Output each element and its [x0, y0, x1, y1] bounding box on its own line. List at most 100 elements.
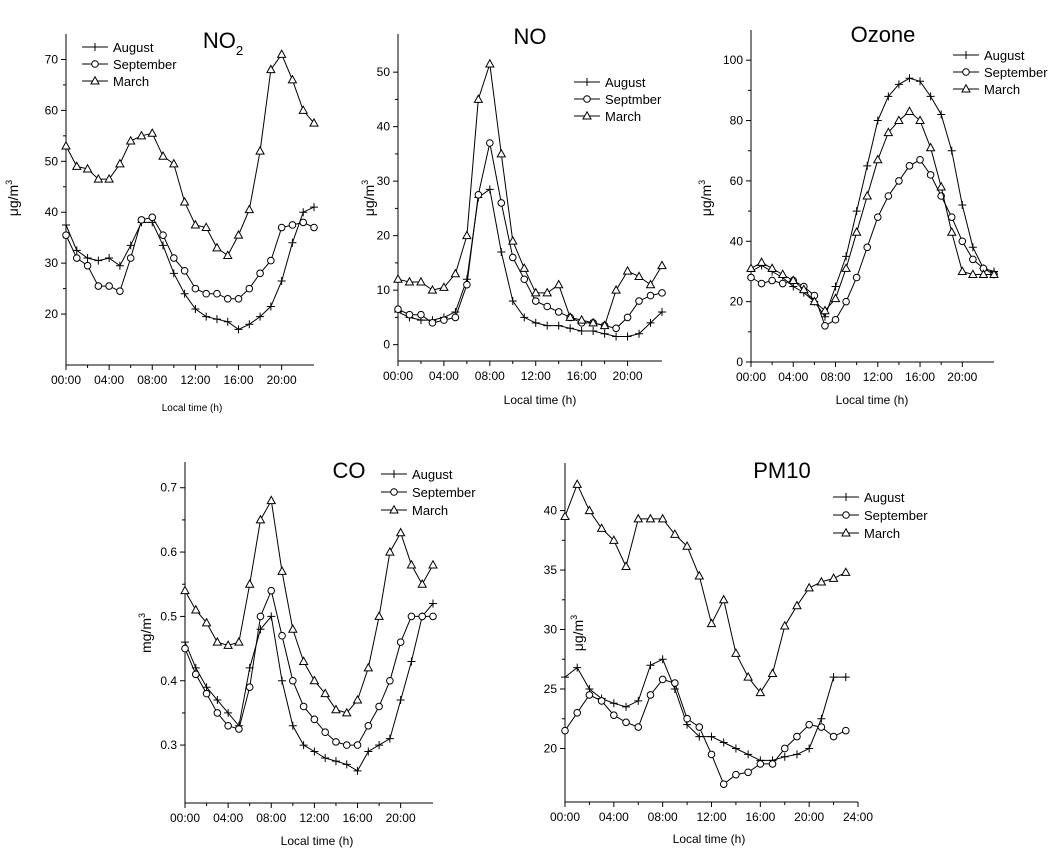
data-point: [609, 699, 618, 708]
x-tick-label: 04:00: [213, 811, 243, 825]
y-tick-label: 60: [730, 174, 744, 188]
data-point: [958, 201, 967, 210]
data-point: [657, 513, 668, 523]
y-tick-label: 50: [45, 154, 59, 168]
data-point: [486, 139, 494, 147]
data-point: [364, 747, 373, 756]
y-tick-label: 40: [730, 234, 744, 248]
chart-title: NO2: [203, 28, 243, 58]
data-point: [862, 190, 873, 200]
data-point: [756, 760, 765, 768]
data-point: [611, 284, 621, 294]
data-point: [884, 92, 893, 101]
data-point: [732, 770, 740, 779]
data-point: [841, 673, 850, 682]
data-point: [406, 559, 417, 569]
data-point: [554, 321, 563, 330]
series-septmber: [394, 139, 666, 333]
data-point: [841, 726, 850, 735]
data-point: [584, 505, 595, 515]
y-tick-label: 30: [377, 174, 391, 188]
data-point: [778, 279, 787, 288]
x-tick-label: 12:00: [863, 370, 893, 384]
data-point: [255, 145, 265, 155]
x-tick-label: 16:00: [343, 811, 373, 825]
data-point: [623, 313, 632, 322]
x-tick-label: 00:00: [170, 811, 200, 825]
x-tick-label: 20:00: [613, 369, 643, 383]
data-point: [125, 135, 136, 145]
data-point: [695, 732, 704, 741]
data-point: [731, 744, 740, 753]
data-point: [573, 708, 582, 717]
data-point: [916, 155, 924, 164]
data-point: [894, 115, 904, 125]
legend-marker: [582, 110, 592, 120]
series-august: [561, 655, 850, 765]
legend-marker: [841, 527, 851, 537]
chart-panel: 00:00 04:00 08:00 12:00 16:00 20:00 24:00 20 25 3…: [544, 458, 929, 846]
y-axis-label: μg/m3: [4, 180, 21, 216]
y-tick-label: 60: [45, 103, 59, 117]
data-point: [352, 694, 363, 704]
data-point: [407, 612, 416, 621]
data-point: [851, 226, 862, 236]
x-tick-label: 08:00: [256, 811, 286, 825]
data-point: [245, 284, 254, 293]
legend-label: September: [113, 57, 177, 72]
data-point: [429, 612, 437, 621]
data-point: [93, 173, 104, 183]
legend-marker: [91, 60, 99, 68]
data-point: [719, 780, 728, 788]
y-tick-label: 0: [736, 355, 743, 369]
series-september: [62, 213, 318, 303]
legend-label: August: [605, 75, 646, 90]
data-point: [756, 257, 767, 266]
data-point: [936, 181, 947, 191]
data-point: [191, 304, 200, 313]
x-tick-label: 04:00: [94, 373, 124, 387]
data-point: [507, 235, 518, 245]
data-point: [287, 624, 298, 633]
data-point: [278, 676, 287, 685]
data-point: [792, 750, 801, 759]
data-point: [267, 586, 276, 595]
data-point: [658, 655, 667, 664]
data-point: [634, 723, 643, 731]
data-point: [428, 319, 437, 327]
x-tick-label: 12:00: [299, 811, 329, 825]
data-point: [170, 254, 178, 262]
data-point: [168, 158, 179, 168]
data-point: [159, 231, 167, 239]
data-point: [321, 753, 330, 762]
data-point: [695, 723, 704, 731]
data-point: [777, 269, 788, 278]
data-point: [905, 162, 914, 170]
data-point: [842, 252, 851, 261]
series-line: [564, 483, 847, 694]
data-point: [872, 154, 883, 164]
x-tick-label: 00:00: [550, 810, 580, 824]
data-point: [342, 760, 351, 769]
data-point: [596, 523, 607, 532]
data-point: [496, 148, 507, 158]
data-point: [622, 718, 630, 727]
data-point: [779, 620, 790, 630]
data-point: [288, 221, 297, 229]
data-point: [266, 495, 277, 505]
data-point: [180, 266, 189, 275]
data-point: [798, 284, 809, 294]
y-axis-label-superscript: 3: [697, 180, 707, 185]
data-point: [104, 173, 114, 183]
data-point: [224, 708, 233, 717]
data-point: [792, 600, 802, 610]
data-point: [341, 707, 352, 717]
data-point: [873, 213, 882, 221]
data-point: [622, 265, 633, 275]
data-point: [288, 238, 297, 247]
data-point: [768, 276, 776, 285]
y-tick-label: 80: [730, 114, 744, 128]
data-point: [320, 688, 331, 698]
data-point: [385, 734, 394, 743]
